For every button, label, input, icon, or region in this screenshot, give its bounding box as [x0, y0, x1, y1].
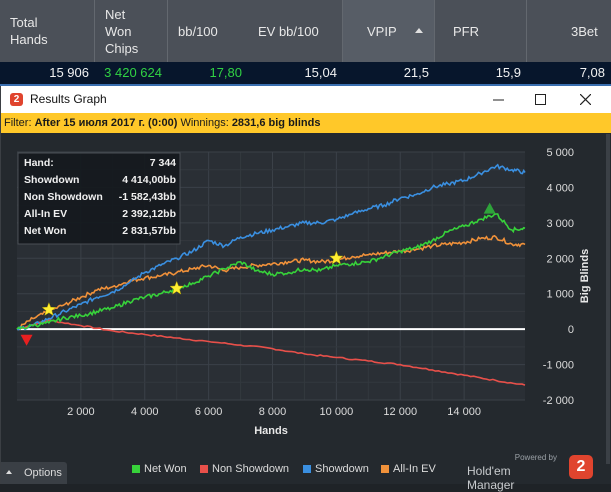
y-axis-label: Big Blinds: [579, 249, 591, 303]
stats-row[interactable]: 15 906 3 420 624 17,80 15,04 21,5 15,9 7…: [0, 62, 611, 84]
legend-swatch: [303, 465, 311, 473]
legend-swatch: [381, 465, 389, 473]
brand-footer: Powered by Hold'em Manager 2: [467, 449, 597, 492]
total-hands-value: 15 906: [49, 65, 89, 80]
caret-up-icon: [6, 470, 12, 474]
maximize-button[interactable]: [520, 88, 560, 110]
x-tick-label: 10 000: [320, 406, 354, 418]
star-marker: [169, 280, 184, 295]
legend-all-in-ev[interactable]: All-In EV: [381, 462, 436, 476]
hm2-logo: 2: [569, 455, 593, 479]
brand-name: Hold'em Manager: [467, 464, 515, 492]
series-line-net-won: [16, 213, 526, 331]
header-vpip[interactable]: VPIP: [343, 0, 435, 62]
y-tick-label: -1 000: [543, 360, 574, 372]
stats-header: Total Hands Net Won Chips bb/100 EV bb/1…: [0, 0, 611, 62]
y-tick-label: 0: [568, 324, 574, 336]
summary-label: Hand:: [24, 157, 54, 169]
summary-label: Net Won: [24, 225, 66, 237]
header-pfr[interactable]: PFR: [435, 0, 527, 62]
header-ev-bb100[interactable]: EV bb/100: [248, 0, 343, 62]
x-tick-label: 2 000: [67, 406, 95, 418]
series-line-showdown: [16, 163, 526, 331]
header-bb100[interactable]: bb/100: [178, 23, 218, 39]
summary-label: All-In EV: [24, 208, 67, 220]
legend-net-won[interactable]: Net Won: [132, 462, 187, 476]
options-button[interactable]: Options: [1, 462, 67, 484]
summary-value: 7 344: [150, 157, 176, 169]
x-tick-label: 12 000: [383, 406, 417, 418]
upswing-marker: [483, 202, 496, 214]
series-line-all-in-ev: [16, 234, 526, 330]
pfr-value: 15,9: [495, 65, 521, 80]
close-button[interactable]: [565, 88, 605, 110]
series-line-non-showdown: [16, 319, 526, 386]
header-net-won-chips[interactable]: Net Won Chips: [95, 0, 168, 62]
close-icon: [579, 93, 591, 105]
y-tick-label: 1 000: [546, 289, 574, 301]
summary-label: Non Showdown: [24, 191, 103, 203]
hm2-app-icon: 2: [10, 93, 23, 106]
x-tick-label: 6 000: [195, 406, 223, 418]
minimize-button[interactable]: [478, 88, 518, 110]
y-tick-label: -2 000: [543, 395, 574, 407]
x-axis-label: Hands: [254, 425, 288, 437]
winnings-value: 2831,6 big blinds: [231, 117, 321, 129]
x-tick-label: 14 000: [447, 406, 481, 418]
ev-bb100-value: 15,04: [304, 65, 337, 80]
winnings-label: Winnings:: [180, 117, 229, 129]
summary-value: -1 582,43bb: [119, 191, 176, 203]
window-titlebar[interactable]: 2 Results Graph: [1, 86, 611, 113]
minimize-icon: [492, 99, 504, 100]
legend-non-showdown[interactable]: Non Showdown: [200, 462, 289, 476]
scrollbar-track[interactable]: [606, 134, 610, 464]
filter-bar[interactable]: Filter: After 15 июля 2017 г. (0:00) Win…: [1, 113, 611, 133]
x-tick-label: 4 000: [131, 406, 159, 418]
filter-value: After 15 июля 2017 г. (0:00): [34, 117, 178, 129]
window-title: Results Graph: [30, 92, 107, 106]
summary-label: Showdown: [24, 174, 79, 186]
row-divider: [0, 84, 611, 86]
y-tick-label: 2 000: [546, 253, 574, 265]
net-won-chips-value: 3 420 624: [104, 65, 162, 80]
legend-swatch: [132, 465, 140, 473]
downswing-marker: [20, 334, 33, 346]
bb100-value: 17,80: [209, 65, 242, 80]
3bet-value: 7,08: [579, 65, 605, 80]
vpip-value: 21,5: [403, 65, 429, 80]
y-tick-label: 3 000: [546, 218, 574, 230]
legend-swatch: [200, 465, 208, 473]
results-chart: 5 000 4 000 3 000 2 000 1 000 0 -1 000 -2 000 2 …: [16, 147, 591, 437]
summary-value: 2 392,12bb: [122, 208, 176, 220]
header-3bet[interactable]: 3Bet: [571, 23, 598, 39]
options-label: Options: [24, 467, 62, 479]
legend-showdown[interactable]: Showdown: [303, 462, 369, 476]
header-total-hands[interactable]: Total Hands: [0, 0, 95, 62]
star-marker: [41, 302, 57, 316]
summary-box: [17, 152, 181, 245]
results-graph-window: 2 Results Graph Filter: After 15 июля 20…: [0, 86, 611, 492]
maximize-icon: [534, 93, 546, 105]
summary-value: 2 831,57bb: [122, 225, 176, 237]
y-tick-label: 5 000: [546, 147, 574, 159]
summary-value: 4 414,00bb: [122, 174, 176, 186]
x-tick-label: 8 000: [259, 406, 287, 418]
y-tick-label: 4 000: [546, 182, 574, 194]
star-marker: [329, 250, 344, 265]
filter-prefix: Filter:: [4, 117, 32, 129]
powered-by-text: Powered by: [514, 453, 557, 462]
sort-ascending-icon: [415, 28, 423, 33]
